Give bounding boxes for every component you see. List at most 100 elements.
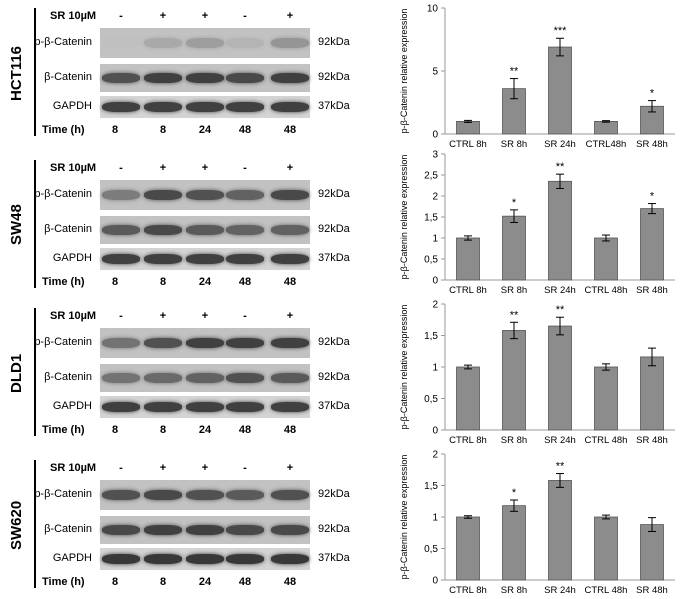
bar — [502, 330, 526, 431]
y-axis-label: p-β-Catenin relative expression — [399, 305, 409, 430]
y-axis-label: p-β-Catenin relative expression — [399, 155, 409, 280]
bar — [548, 180, 572, 281]
significance-label: ** — [556, 304, 565, 316]
panel-divider-line — [34, 308, 36, 436]
blot-band — [144, 373, 182, 383]
x-tick-label: CTRL 48h — [585, 585, 628, 596]
y-tick-label: 3 — [432, 150, 438, 161]
y-tick-label: 1,5 — [424, 213, 438, 224]
treatment-label: SR 10µM — [50, 310, 97, 322]
time-value: 48 — [283, 424, 297, 436]
bar — [548, 480, 572, 581]
bar — [456, 516, 480, 581]
blot-band — [102, 73, 140, 83]
y-tick-label: 2 — [432, 450, 438, 461]
row-label: GAPDH — [52, 252, 92, 264]
row-label: β-Catenin — [44, 223, 92, 235]
treatment-sign: - — [119, 162, 123, 174]
blot-band — [144, 490, 182, 500]
kda-label: 92kDa — [318, 523, 350, 535]
blot-band — [144, 38, 182, 48]
blot-panel-sw620: SW620 SR 10µM - + + - + p-β-Catenin 92kDa β-Caten… — [0, 452, 360, 597]
blot-band — [186, 402, 224, 412]
blot-panel-dld1: DLD1 SR 10µM - + + - + p-β-Catenin 92kDa β-Cateni… — [0, 300, 360, 445]
time-label: Time (h) — [42, 424, 85, 436]
significance-label: ** — [510, 309, 519, 321]
significance-label: ** — [556, 461, 565, 473]
row-label: p-β-Catenin — [34, 36, 92, 48]
blot-strip — [100, 96, 310, 118]
kda-label: 92kDa — [318, 71, 350, 83]
blot-band — [226, 554, 264, 564]
y-tick-label: 0 — [432, 426, 438, 437]
time-value: 8 — [159, 576, 167, 588]
blot-strip — [100, 248, 310, 270]
time-label: Time (h) — [42, 124, 85, 136]
row-label: p-β-Catenin — [34, 488, 92, 500]
blot-strip — [100, 480, 310, 510]
blot-band — [271, 490, 309, 500]
blot-band — [186, 102, 224, 112]
time-label: Time (h) — [42, 576, 85, 588]
treatment-sign: + — [201, 10, 209, 22]
significance-label: * — [512, 197, 517, 209]
y-tick-label: 0,5 — [424, 394, 438, 405]
significance-label: * — [650, 191, 655, 203]
time-value: 24 — [198, 424, 212, 436]
kda-label: 92kDa — [318, 336, 350, 348]
blot-band — [226, 525, 264, 535]
bar — [456, 366, 480, 431]
blot-band — [226, 490, 264, 500]
x-tick-label: CTRL 8h — [449, 585, 487, 596]
blot-band — [271, 554, 309, 564]
y-tick-label: 0 — [432, 576, 438, 587]
kda-label: 37kDa — [318, 100, 350, 112]
blot-band — [186, 225, 224, 235]
bar-chart-sw620: p-β-Catenin relative expression 0 0,5 1 1,5 2… — [399, 450, 675, 596]
kda-label: 92kDa — [318, 36, 350, 48]
treatment-sign: + — [286, 462, 294, 474]
treatment-sign: - — [243, 162, 247, 174]
time-value: 8 — [159, 276, 167, 288]
blot-band — [102, 190, 140, 200]
panel-divider-line — [34, 8, 36, 136]
x-tick-label: SR 8h — [501, 435, 527, 446]
y-axis-label: p-β-Catenin relative expression — [399, 455, 409, 580]
blot-band — [271, 225, 309, 235]
y-tick-label: 5 — [432, 67, 438, 78]
x-tick-label: CTRL 48h — [585, 435, 628, 446]
kda-label: 92kDa — [318, 188, 350, 200]
blot-band — [186, 490, 224, 500]
bar — [456, 237, 480, 281]
bar — [594, 366, 618, 431]
bar-chart-sw48: p-β-Catenin relative expression 0 0,5 1 1,5 2… — [399, 150, 675, 296]
y-tick-label: 1 — [432, 363, 438, 374]
blot-band — [226, 73, 264, 83]
blot-band — [102, 554, 140, 564]
blot-band — [271, 38, 309, 48]
bar — [640, 524, 664, 581]
blot-strip — [100, 180, 310, 210]
blot-band — [226, 225, 264, 235]
row-label: GAPDH — [52, 400, 92, 412]
bar — [640, 356, 664, 431]
time-value: 8 — [159, 424, 167, 436]
blot-band — [144, 102, 182, 112]
blot-band — [186, 373, 224, 383]
y-tick-label: 0 — [432, 276, 438, 287]
blot-band — [271, 525, 309, 535]
blot-band — [144, 338, 182, 348]
row-label: β-Catenin — [44, 371, 92, 383]
blot-strip — [100, 64, 310, 92]
kda-label: 37kDa — [318, 252, 350, 264]
row-label: β-Catenin — [44, 523, 92, 535]
row-label: p-β-Catenin — [34, 336, 92, 348]
blot-band — [186, 338, 224, 348]
time-value: 24 — [198, 124, 212, 136]
treatment-sign: + — [201, 310, 209, 322]
row-label: GAPDH — [52, 100, 92, 112]
y-tick-label: 0 — [432, 130, 438, 141]
time-value: 8 — [111, 576, 119, 588]
x-tick-label: SR 24h — [544, 435, 576, 446]
blot-band — [102, 38, 140, 48]
